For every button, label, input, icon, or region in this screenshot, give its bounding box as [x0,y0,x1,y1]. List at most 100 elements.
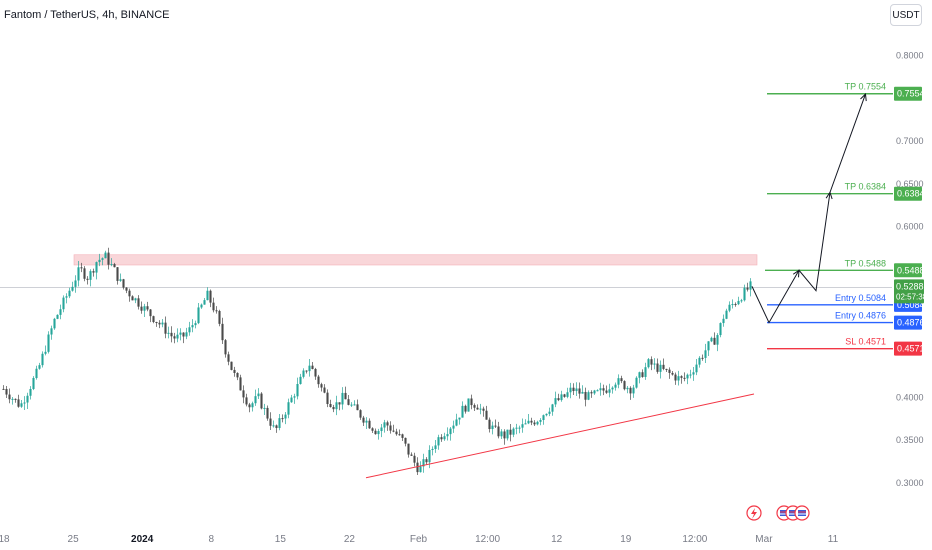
candle-body [560,394,563,401]
level-label-sl: SL 0.4571 [845,337,886,347]
candle-body [605,390,608,393]
x-tick-label: Mar [755,534,773,545]
y-tick-label: 0.8000 [896,51,924,61]
candle-body [551,404,554,412]
candle-body [641,372,644,377]
candle-body [494,425,497,427]
candle-body [722,318,725,324]
candle-body [74,280,77,287]
candle-body [740,300,743,302]
candle-body [461,405,464,418]
candle-body [83,268,86,279]
candle-body [281,418,284,420]
y-tick-label: 0.6500 [896,179,924,189]
candle-body [575,388,578,392]
candle-body [287,402,290,415]
candle-body [101,258,104,260]
candle-body [305,370,308,372]
candle-body [416,462,419,473]
candle-body [143,306,146,311]
chart-title: Fantom / TetherUS, 4h, BINANCE [4,9,170,21]
candle-body [362,417,365,423]
candle-body [191,325,194,328]
candle-body [224,340,227,355]
candle-body [251,403,254,408]
candle-body [173,336,176,339]
candle-body [710,337,713,342]
candle-body [353,404,356,406]
resistance-zone [73,254,758,266]
candle-body [332,407,335,410]
x-tick-label: 12:00 [682,534,707,545]
candle-body [443,436,446,440]
candle-body [203,300,206,305]
candle-body [404,437,407,444]
candle-body [47,334,50,352]
last-price-value: 0.5288 [896,281,924,291]
x-tick-label: 12 [551,534,563,545]
candle-body [440,437,443,440]
candle-body [650,359,653,365]
candle-body [323,387,326,393]
candle-body [17,399,20,407]
candle-body [614,384,617,388]
candle-body [146,306,149,310]
candle-body [512,428,515,435]
level-label-entry: Entry 0.5084 [835,293,886,303]
candle-body [470,398,473,406]
candle-body [320,384,323,388]
candle-body [62,297,65,310]
candle-body [257,393,260,397]
x-tick-label: 8 [208,534,214,545]
candle-body [368,420,371,429]
candle-body [611,387,614,390]
candle-body [290,397,293,403]
flag-glyph-icon [780,510,788,516]
candle-body [299,376,302,385]
candle-body [113,264,116,268]
candle-body [119,279,122,281]
candle-body [473,405,476,408]
candle-body [95,262,98,273]
candle-body [434,445,437,449]
candle-body [164,322,167,334]
candle-body [521,424,524,428]
candle-body [647,359,650,368]
candle-body [380,427,383,432]
candle-body [602,388,605,391]
currency-button[interactable]: USDT [890,4,922,26]
y-tick-label: 0.4000 [896,392,924,402]
candle-body [230,361,233,370]
candle-body [545,413,548,416]
candle-body [563,394,566,397]
candle-body [701,357,704,359]
candle-body [467,398,470,412]
candle-body [389,425,392,431]
candle-body [206,290,209,301]
candle-body [140,306,143,311]
y-tick-label: 0.3000 [896,478,924,488]
candle-body [515,427,518,429]
candle-body [176,334,179,339]
candle-body [14,398,17,400]
candle-body [386,422,389,426]
candle-body [488,419,491,430]
candle-body [11,398,14,400]
candle-body [746,287,749,290]
x-tick-label: 22 [344,534,356,545]
candle-body [239,377,242,391]
level-label-tp: TP 0.7554 [845,82,886,92]
candle-body [533,422,536,425]
candle-body [86,278,89,280]
y-tick-label: 0.3500 [896,435,924,445]
candle-body [458,417,461,420]
candle-body [185,332,188,337]
candle-body [674,374,677,381]
candle-body [452,425,455,429]
level-label-entry: Entry 0.4876 [835,311,886,321]
level-badge-tp [894,263,922,278]
candle-body [308,365,311,372]
candle-body [608,389,611,393]
candle-body [596,390,599,392]
